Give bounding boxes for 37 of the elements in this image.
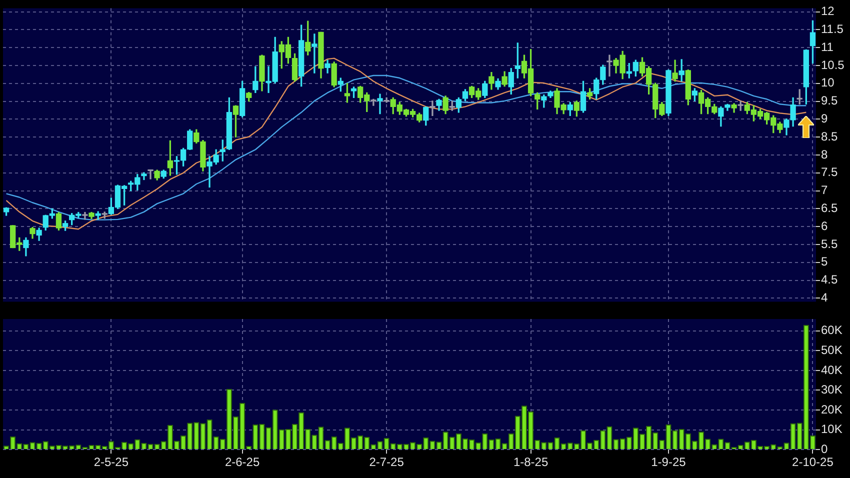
y-tick-label: 5 bbox=[821, 254, 828, 269]
y-tick-label: 40K bbox=[821, 362, 842, 377]
y-tick-label: 60K bbox=[821, 323, 842, 338]
candlestick bbox=[377, 94, 383, 114]
y-tick-label: 6.5 bbox=[821, 201, 838, 216]
y-tick-label: 10.5 bbox=[821, 58, 845, 72]
y-tick-label: 12 bbox=[821, 4, 835, 18]
candlestick bbox=[430, 100, 436, 116]
x-tick-label: 2-6-25 bbox=[224, 455, 260, 470]
x-tick-label: 2-5-25 bbox=[94, 455, 129, 470]
y-tick-label: 6 bbox=[821, 218, 828, 233]
candlestick bbox=[606, 54, 612, 77]
candlestick bbox=[95, 211, 101, 220]
y-tick-label: 10K bbox=[821, 422, 842, 436]
x-tick-label: 2-7-25 bbox=[369, 455, 404, 470]
y-tick-label: 30K bbox=[821, 382, 842, 397]
y-tick-label: 9.5 bbox=[821, 94, 838, 108]
y-tick-label: 7.5 bbox=[821, 165, 838, 180]
x-tick-label: 1-8-25 bbox=[513, 455, 548, 470]
x-tick-label: 2-10-25 bbox=[792, 455, 834, 470]
y-tick-label: 5.5 bbox=[821, 236, 838, 251]
y-tick-label: 8.5 bbox=[821, 129, 838, 144]
y-tick-label: 10 bbox=[821, 76, 835, 90]
y-tick-label: 0 bbox=[821, 442, 828, 456]
y-tick-label: 4.5 bbox=[821, 272, 838, 287]
x-tick-label: 1-9-25 bbox=[651, 455, 686, 470]
y-tick-label: 9 bbox=[821, 112, 828, 126]
y-tick-label: 11.5 bbox=[821, 22, 844, 36]
y-tick-label: 4 bbox=[821, 290, 828, 305]
y-tick-label: 7 bbox=[821, 183, 828, 198]
candlestick bbox=[82, 212, 88, 220]
y-tick-label: 50K bbox=[821, 342, 842, 357]
y-tick-label: 8 bbox=[821, 147, 828, 162]
y-tick-label: 11 bbox=[821, 40, 834, 54]
y-tick-label: 20K bbox=[821, 402, 842, 416]
candlestick bbox=[312, 34, 318, 74]
candlestick bbox=[148, 169, 154, 180]
